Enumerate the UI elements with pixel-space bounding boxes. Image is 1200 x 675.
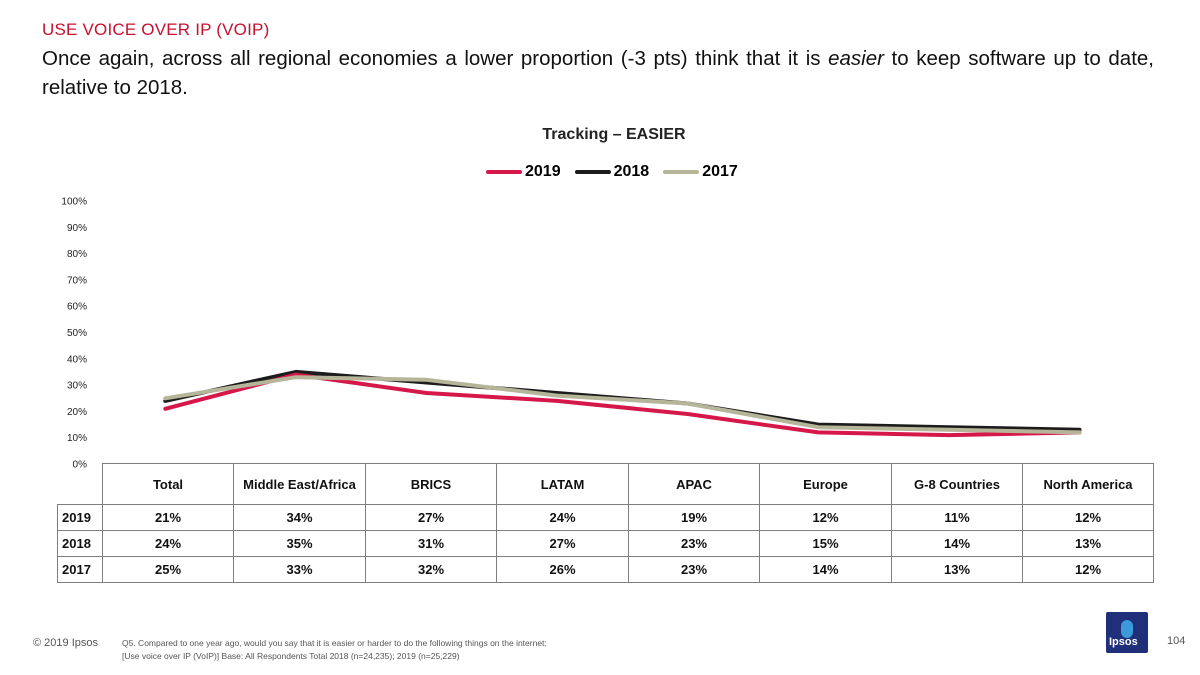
row-label: 2019 — [57, 504, 103, 531]
table-header-row: Total Middle East/Africa BRICS LATAM APA… — [57, 463, 1154, 505]
section-label: USE VOICE OVER IP (VOIP) — [42, 20, 270, 39]
series-lines — [163, 369, 1082, 438]
col-header-latam: LATAM — [496, 463, 629, 505]
data-table: Total Middle East/Africa BRICS LATAM APA… — [57, 463, 1154, 583]
table-cell: 27% — [365, 504, 497, 531]
headline: Once again, across all regional economie… — [42, 44, 1154, 102]
table-cell: 31% — [365, 530, 497, 557]
logo-text: Ipsos — [1109, 636, 1138, 648]
y-tick-label: 40% — [67, 354, 87, 365]
legend-swatch-2017 — [663, 170, 700, 174]
col-header-brics: BRICS — [365, 463, 497, 505]
table-cell: 25% — [102, 556, 234, 583]
series-line-2017 — [163, 375, 1082, 435]
table-cell: 33% — [233, 556, 366, 583]
table-cell: 14% — [891, 530, 1023, 557]
row-label: 2018 — [57, 530, 103, 557]
col-header-middle-east-africa: Middle East/Africa — [233, 463, 366, 505]
line-chart: 0%10%20%30%40%50%60%70%80%90%100% — [61, 197, 1082, 471]
col-header-g8: G-8 Countries — [891, 463, 1023, 505]
table-row-2019: 2019 21% 34% 27% 24% 19% 12% 11% 12% — [57, 504, 1154, 531]
legend-label-2017: 2017 — [702, 163, 738, 180]
y-tick-label: 30% — [67, 381, 87, 392]
y-tick-label: 60% — [67, 302, 87, 313]
col-header-north-america: North America — [1022, 463, 1154, 505]
ipsos-logo: Ipsos — [1106, 612, 1148, 653]
y-tick-label: 80% — [67, 249, 87, 260]
headline-text-after: to keep software up to date, relative to… — [42, 47, 1154, 99]
col-header-apac: APAC — [628, 463, 760, 505]
table-row-2017: 2017 25% 33% 32% 26% 23% 14% 13% 12% — [57, 556, 1154, 583]
chart-title: Tracking – EASIER — [542, 126, 686, 143]
table-row-2018: 2018 24% 35% 31% 27% 23% 15% 14% 13% — [57, 530, 1154, 557]
table-cell: 23% — [628, 556, 760, 583]
table-cell: 14% — [759, 556, 892, 583]
y-tick-label: 100% — [61, 197, 87, 208]
legend-item-2018: 2018 — [574, 163, 650, 181]
copyright: © 2019 Ipsos — [33, 637, 98, 649]
table-cell: 23% — [628, 530, 760, 557]
table-cell: 15% — [759, 530, 892, 557]
legend-item-2017: 2017 — [663, 163, 738, 181]
legend-item-2019: 2019 — [486, 163, 561, 181]
table-cell: 19% — [628, 504, 760, 531]
headline-emphasis: easier — [828, 47, 884, 70]
row-label: 2017 — [57, 556, 103, 583]
table-cell: 26% — [496, 556, 629, 583]
table-cell: 34% — [233, 504, 366, 531]
chart-legend: 2019 2018 2017 — [486, 163, 738, 181]
table-cell: 12% — [1022, 556, 1154, 583]
legend-label-2018: 2018 — [613, 163, 650, 180]
headline-text-before: Once again, across all regional economie… — [42, 47, 829, 70]
table-cell: 11% — [891, 504, 1023, 531]
col-header-total: Total — [102, 463, 234, 505]
y-tick-label: 10% — [67, 433, 87, 444]
y-tick-label: 20% — [67, 407, 87, 418]
y-tick-label: 50% — [67, 328, 87, 339]
table-cell: 13% — [891, 556, 1023, 583]
table-cell: 35% — [233, 530, 366, 557]
footnote: Q5. Compared to one year ago, would you … — [122, 637, 547, 663]
logo-mark-icon — [1121, 620, 1133, 638]
y-tick-label: 90% — [67, 223, 87, 234]
y-axis-labels: 0%10%20%30%40%50%60%70%80%90%100% — [61, 197, 87, 471]
table-cell: 27% — [496, 530, 629, 557]
footnote-line-2: [Use voice over IP (VoIP)] Base: All Res… — [122, 651, 460, 661]
table-cell: 12% — [759, 504, 892, 531]
table-cell: 24% — [496, 504, 629, 531]
table-cell: 21% — [102, 504, 234, 531]
table-cell: 13% — [1022, 530, 1154, 557]
legend-label-2019: 2019 — [525, 163, 561, 180]
table-cell: 24% — [102, 530, 234, 557]
col-header-europe: Europe — [759, 463, 892, 505]
page-number: 104 — [1167, 635, 1186, 647]
legend-swatch-2019 — [486, 170, 522, 174]
table-cell: 32% — [365, 556, 497, 583]
table-cell: 12% — [1022, 504, 1154, 531]
footnote-line-1: Q5. Compared to one year ago, would you … — [122, 638, 547, 648]
legend-swatch-2018 — [574, 170, 611, 174]
y-tick-label: 70% — [67, 275, 87, 286]
table-corner — [57, 463, 103, 505]
